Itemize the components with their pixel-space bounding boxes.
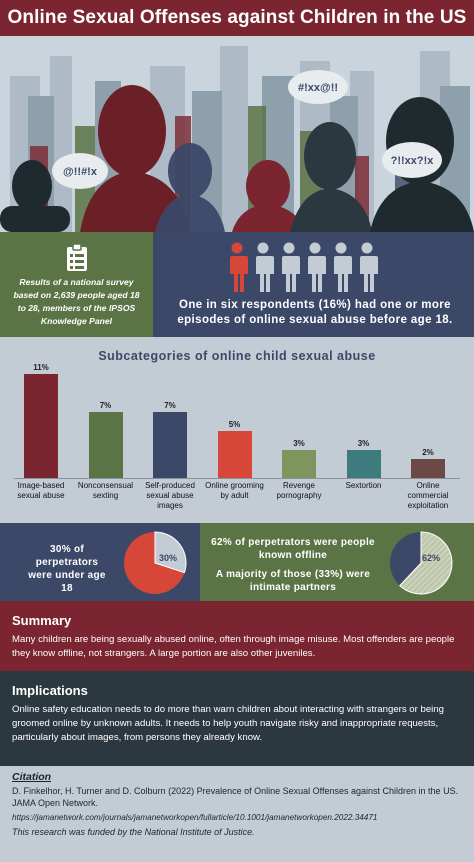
person-icon bbox=[332, 242, 352, 292]
hero-illustration: @!!#!x #!xx@!! ?!!xx?!x bbox=[0, 36, 474, 232]
bar-category-label: Nonconsensual sexting bbox=[77, 481, 134, 500]
person-icon bbox=[280, 242, 300, 292]
perp-age-pie-label: 30% bbox=[159, 553, 177, 563]
citation-heading: Citation bbox=[12, 771, 52, 783]
prevalence-text: One in six respondents (16%) had one or … bbox=[177, 299, 453, 326]
hero-scene: @!!#!x #!xx@!! ?!!xx?!x bbox=[0, 46, 474, 232]
clipboard-icon bbox=[66, 244, 87, 271]
bar bbox=[88, 411, 123, 478]
perp-partner-text: A majority of those (33%) were intimate … bbox=[215, 569, 371, 593]
bar bbox=[153, 411, 187, 478]
pie-value-slice bbox=[154, 531, 187, 574]
person-icon bbox=[306, 242, 326, 292]
bar-chart: Subcategories of online child sexual abu… bbox=[0, 337, 474, 523]
bar bbox=[24, 374, 58, 478]
implications-text: Online safety education needs to do more… bbox=[12, 704, 444, 743]
summary-text: Many children are being sexually abused … bbox=[12, 634, 455, 659]
prevalence-stat: One in six respondents (16%) had one or … bbox=[153, 232, 474, 337]
bar-category-label: Online commercial exploitation bbox=[407, 481, 449, 510]
bar-category-label: Online grooming by adult bbox=[205, 481, 264, 500]
person-icon bbox=[228, 242, 248, 292]
pie-value-slice bbox=[399, 531, 453, 595]
bar-category-label: Sextortion bbox=[345, 481, 382, 490]
person-icon bbox=[358, 242, 378, 292]
perpetrators-age: 30% of perpetrators were under age 18 30… bbox=[0, 523, 200, 601]
bar-value-label: 7% bbox=[99, 400, 112, 410]
person-icon bbox=[254, 242, 274, 292]
survey-info: Results of a national survey based on 2,… bbox=[0, 232, 153, 337]
citation-url[interactable]: https://jamanetwork.com/journals/jamanet… bbox=[12, 813, 378, 822]
bar bbox=[346, 449, 381, 478]
survey-text: Results of a national survey based on 2,… bbox=[13, 277, 140, 326]
people-icons bbox=[228, 242, 378, 292]
funding-note: This research was funded by the National… bbox=[12, 827, 255, 837]
bar-value-label: 2% bbox=[422, 448, 434, 458]
title-bar: Online Sexual Offenses against Children … bbox=[0, 0, 474, 36]
implications-heading: Implications bbox=[12, 683, 88, 698]
hero-bubble-3: ?!!xx?!x bbox=[391, 155, 435, 167]
perp-known-pie-label: 62% bbox=[422, 553, 440, 563]
chart-baseline bbox=[14, 478, 460, 479]
summary-section: Summary Many children are being sexually… bbox=[0, 601, 474, 671]
bar-value-label: 3% bbox=[357, 438, 370, 448]
perpetrators-known: 62% of perpetrators were people known of… bbox=[200, 523, 474, 601]
summary-heading: Summary bbox=[12, 613, 72, 628]
citation-reference: D. Finkelhor, H. Turner and D. Colburn (… bbox=[12, 786, 459, 808]
bar-value-label: 5% bbox=[228, 419, 241, 429]
perp-known-text: 62% of perpetrators were people known of… bbox=[211, 537, 375, 561]
bar-value-label: 3% bbox=[293, 438, 305, 448]
hero-bubble-2: #!xx@!! bbox=[298, 82, 338, 94]
perp-age-pie: 30% bbox=[124, 531, 187, 594]
citation-section: Citation D. Finkelhor, H. Turner and D. … bbox=[0, 766, 474, 862]
bar bbox=[411, 459, 445, 478]
perp-known-pie: 62% bbox=[390, 531, 453, 595]
bar bbox=[217, 430, 252, 478]
chart-title: Subcategories of online child sexual abu… bbox=[98, 349, 376, 363]
page-title: Online Sexual Offenses against Children … bbox=[7, 7, 467, 28]
bar-value-label: 7% bbox=[164, 400, 176, 410]
bar bbox=[282, 449, 316, 478]
bar-category-label: Image-based sexual abuse bbox=[17, 481, 65, 500]
bar-category-label: Revenge pornography bbox=[276, 481, 322, 500]
bar-value-label: 11% bbox=[33, 363, 49, 372]
implications-section: Implications Online safety education nee… bbox=[0, 671, 474, 766]
bar-category-label: Self-produced sexual abuse images bbox=[145, 481, 195, 510]
perp-age-text: 30% of perpetrators were under age 18 bbox=[28, 544, 106, 594]
hero-bubble-1: @!!#!x bbox=[63, 166, 98, 178]
